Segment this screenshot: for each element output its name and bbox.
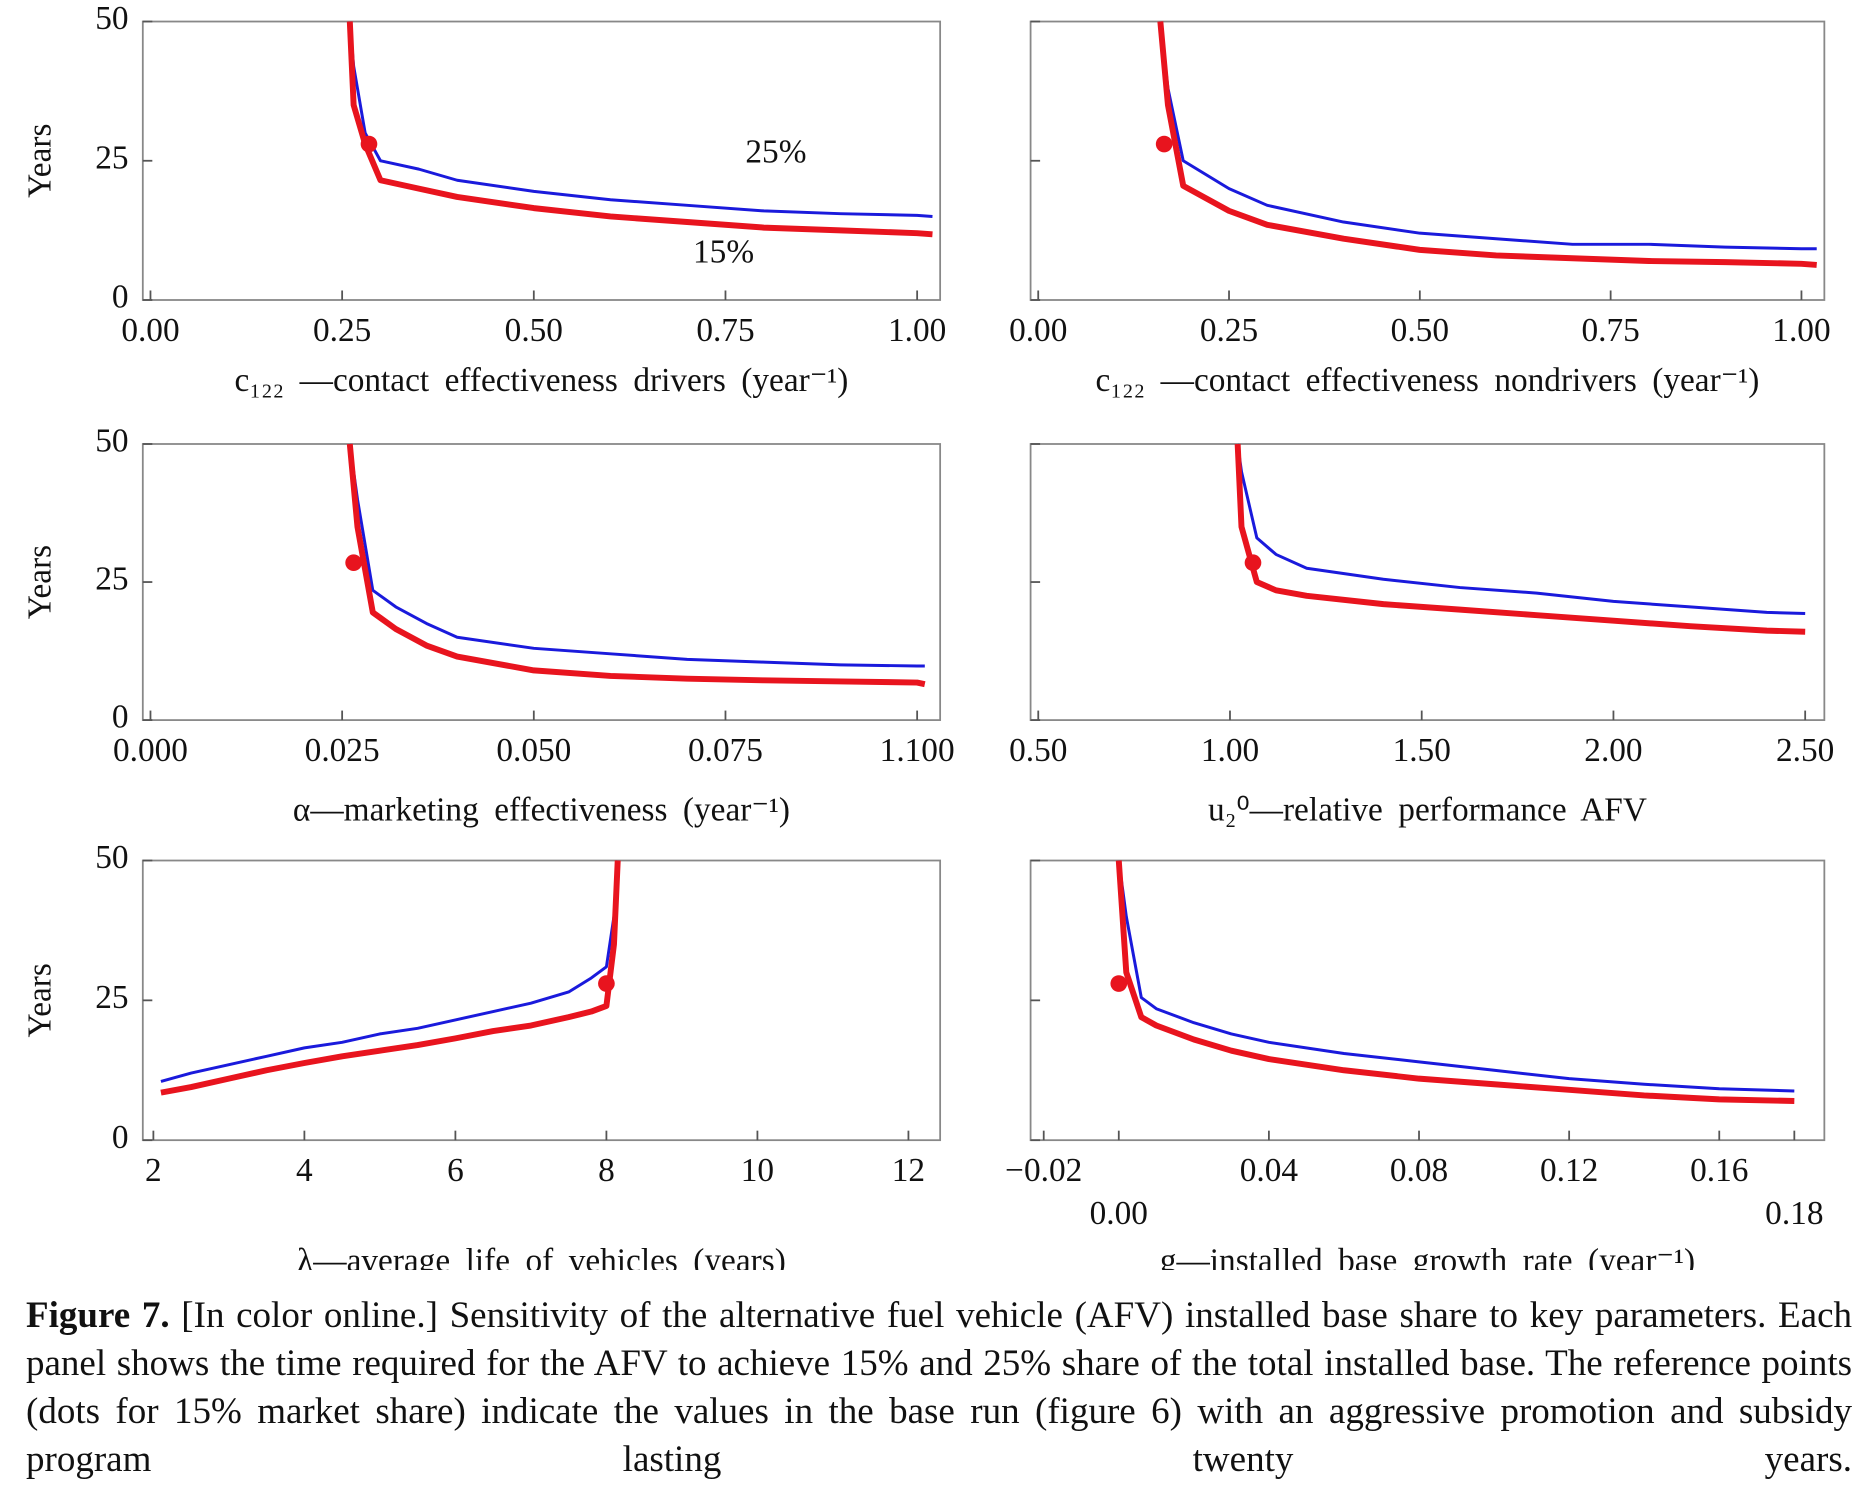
- y-tick-label: 25: [95, 139, 128, 176]
- series-line: [1117, 860, 1795, 1093]
- x-tick-label: 12: [892, 1152, 925, 1189]
- caption: Figure 7. [In color online.] Sensitivity…: [26, 1292, 1852, 1484]
- x-tick-label: 0.00: [1009, 312, 1067, 349]
- x-tick-label: −0.02: [1005, 1152, 1082, 1189]
- plot-frame: [1029, 443, 1826, 721]
- reference-dot: [360, 135, 378, 153]
- series-line: [1115, 860, 1795, 1104]
- x-tick-label: 4: [296, 1152, 313, 1189]
- reference-dot: [1110, 975, 1128, 992]
- x-tick-label: 0.50: [1009, 732, 1067, 769]
- x-tick-label: 0.025: [305, 732, 380, 769]
- x-tick-label: 6: [447, 1152, 464, 1189]
- reference-dot: [1155, 135, 1173, 153]
- series-line: [160, 860, 620, 1083]
- y-tick-label: 25: [95, 561, 128, 598]
- x-tick-label: 0.75: [1581, 312, 1639, 349]
- y-tick-label: 0: [112, 1119, 129, 1156]
- x-tick-label: 1.100: [880, 732, 955, 769]
- x-tick-label: 2.00: [1584, 732, 1642, 769]
- x-axis-label: λ—average life of vehicles (years): [297, 1243, 786, 1270]
- x-tick-label: 2.50: [1776, 732, 1834, 769]
- series-line: [1158, 21, 1817, 251]
- y-tick-label: 50: [95, 839, 128, 876]
- x-tick-label: 1.00: [888, 312, 946, 349]
- x-tick-label: 1.00: [1201, 732, 1259, 769]
- y-tick-label: 0: [112, 699, 129, 736]
- series-line: [1234, 443, 1806, 635]
- series-label: 15%: [693, 233, 754, 270]
- x-axis-label: c₁₂₂ —contact effectiveness drivers (yea…: [235, 362, 849, 399]
- x-tick-label: 0.050: [496, 732, 571, 769]
- caption-text: [In color online.] Sensitivity of the al…: [26, 1295, 1853, 1480]
- plot-frame: [141, 20, 942, 301]
- x-tick-label: 0.25: [313, 312, 371, 349]
- x-tick-label: 0.75: [696, 312, 754, 349]
- y-axis-label: Years: [21, 545, 58, 619]
- series-line: [1236, 443, 1806, 616]
- series-line: [1157, 21, 1817, 268]
- x-tick-label: 1.50: [1393, 732, 1451, 769]
- x-tick-label: 2: [145, 1152, 162, 1189]
- series-label: 25%: [745, 133, 806, 170]
- x-tick-label: 0.18: [1765, 1195, 1823, 1232]
- x-tick-label: 0.12: [1540, 1152, 1598, 1189]
- x-tick-label: 0.00: [121, 312, 179, 349]
- caption-label: Figure 7.: [26, 1295, 170, 1336]
- x-axis-label: α—marketing effectiveness (year⁻¹): [293, 792, 790, 829]
- series-line: [348, 443, 925, 668]
- x-axis-label: g—installed base growth rate (year⁻¹): [1160, 1243, 1695, 1270]
- reference-dot: [598, 975, 615, 992]
- x-tick-label: 1.00: [1772, 312, 1830, 349]
- figure: 0 25 50 0.00 0.25 0.50 0.75 1.00 c₁₂₂ —contact e…: [21, 0, 1834, 1270]
- x-axis-label: u₂⁰—relative performance AFV: [1208, 792, 1647, 829]
- series-line: [160, 860, 621, 1096]
- x-tick-label: 0.50: [505, 312, 563, 349]
- x-tick-label: 0.08: [1390, 1152, 1448, 1189]
- x-tick-label: 0.075: [688, 732, 763, 769]
- y-axis-label: Years: [21, 963, 58, 1037]
- y-tick-label: 50: [95, 423, 128, 460]
- x-tick-label: 0.16: [1690, 1152, 1748, 1189]
- x-tick-label: 8: [598, 1152, 615, 1189]
- x-axis-label: c₁₂₂ —contact effectiveness nondrivers (…: [1096, 362, 1760, 399]
- series-line: [348, 21, 933, 218]
- y-tick-label: 50: [95, 0, 128, 37]
- reference-dot: [1244, 554, 1262, 572]
- x-tick-label: 0.50: [1391, 312, 1449, 349]
- x-tick-label: 0.25: [1200, 312, 1258, 349]
- x-tick-label: 0.00: [1090, 1195, 1148, 1232]
- series-line: [346, 443, 926, 688]
- plot-frame: [1029, 20, 1826, 301]
- x-tick-label: 10: [741, 1152, 774, 1189]
- y-tick-label: 25: [95, 979, 128, 1016]
- x-tick-label: 0.04: [1240, 1152, 1299, 1189]
- y-axis-label: Years: [21, 124, 58, 198]
- x-tick-label: 0.000: [113, 732, 188, 769]
- reference-dot: [345, 554, 362, 572]
- y-tick-label: 0: [112, 279, 129, 316]
